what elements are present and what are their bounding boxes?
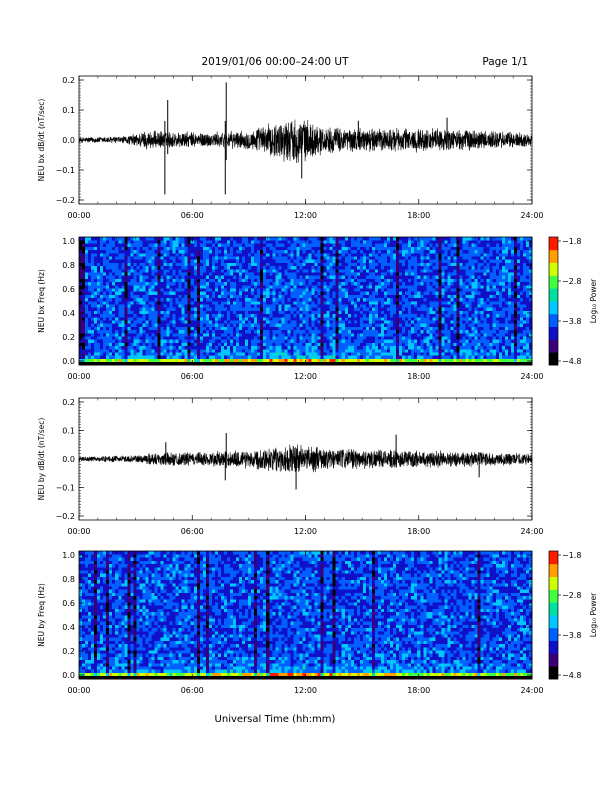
- panels: 0.2 0.1 0.0 −0.1 −0.2 00:00 06:00 12:00 18:00 24:…: [37, 75, 598, 695]
- x-tick-label: 18:00: [407, 372, 430, 381]
- colorbar-tick: −1.8: [562, 551, 581, 560]
- y-axis-label: NEU bx dB/dt (nT/sec): [37, 99, 46, 182]
- x-tick-label: 12:00: [294, 527, 317, 536]
- colorbar-tick: −2.8: [562, 277, 581, 286]
- x-tick-label: 18:00: [407, 527, 430, 536]
- y-tick-label: 0.2: [62, 333, 75, 342]
- y-tick-label: 0.6: [62, 285, 75, 294]
- x-tick-label: 00:00: [67, 527, 90, 536]
- x-axis-label: Universal Time (hh:mm): [215, 714, 336, 725]
- x-tick-label: 00:00: [67, 372, 90, 381]
- colorbar-tick: −1.8: [562, 237, 581, 246]
- y-tick-label: −0.2: [56, 196, 75, 205]
- x-tick-label: 24:00: [520, 527, 543, 536]
- colorbar-tick: −4.8: [562, 357, 581, 366]
- x-tick-label: 12:00: [294, 686, 317, 695]
- page-number: Page 1/1: [482, 56, 528, 68]
- x-tick-label: 18:00: [407, 211, 430, 220]
- y-tick-label: 0.0: [62, 357, 75, 366]
- x-tick-label: 24:00: [520, 372, 543, 381]
- y-axis-label: NEU by dB/dt (nT/sec): [37, 418, 46, 501]
- y-tick-label: −0.2: [56, 512, 75, 521]
- panel-1: 0.2 0.1 0.0 −0.1 −0.2 00:00 06:00 12:00 18:00 24:…: [37, 75, 544, 220]
- x-tick-label: 00:00: [67, 211, 90, 220]
- y-tick-label: 0.2: [62, 647, 75, 656]
- panel-4: −1.8 −2.8 −3.8 −4.8 Log₁₀ Power 1.0 0.8 0.6 0.4 0…: [37, 550, 598, 695]
- colorbar-label: Log₁₀ Power: [589, 278, 598, 323]
- y-tick-label: 0.8: [62, 261, 75, 270]
- y-tick-label: 1.0: [62, 551, 75, 560]
- colorbar-label: Log₁₀ Power: [589, 592, 598, 637]
- x-tick-label: 12:00: [294, 372, 317, 381]
- y-tick-label: 0.0: [62, 136, 75, 145]
- y-tick-label: 0.1: [62, 106, 75, 115]
- waveform-trace: [78, 444, 533, 473]
- y-tick-label: 1.0: [62, 237, 75, 246]
- y-tick-label: 0.8: [62, 575, 75, 584]
- colorbar: −1.8 −2.8 −3.8 −4.8 Log₁₀ Power: [548, 236, 598, 366]
- panel-3: 0.2 0.1 0.0 −0.1 −0.2 00:00 06:00 12:00 18:00 24:…: [37, 397, 544, 536]
- x-tick-label: 12:00: [294, 211, 317, 220]
- x-tick-label: 18:00: [407, 686, 430, 695]
- y-tick-label: −0.1: [56, 166, 75, 175]
- y-tick-label: 0.2: [62, 76, 75, 85]
- spectrogram-cells: [79, 551, 533, 680]
- x-tick-label: 06:00: [181, 686, 204, 695]
- waveform-trace: [78, 119, 533, 163]
- y-tick-label: 0.6: [62, 599, 75, 608]
- colorbar-tick: −2.8: [562, 591, 581, 600]
- y-tick-label: 0.4: [62, 309, 75, 318]
- y-tick-label: 0.0: [62, 671, 75, 680]
- y-tick-label: 0.1: [62, 427, 75, 436]
- y-axis-label: NEU bx Freq (Hz): [37, 269, 46, 333]
- y-tick-label: 0.2: [62, 398, 75, 407]
- spectrogram-cells: [79, 237, 533, 366]
- x-tick-label: 00:00: [67, 686, 90, 695]
- y-tick-label: 0.4: [62, 623, 75, 632]
- y-axis-label: NEU by Freq (Hz): [37, 583, 46, 647]
- panel-2: −1.8 −2.8 −3.8 −4.8 Log₁₀ Power 1.0 0.8 0.6 0.4 0…: [37, 236, 598, 381]
- x-tick-label: 24:00: [520, 211, 543, 220]
- y-tick-label: 0.0: [62, 455, 75, 464]
- colorbar-tick: −3.8: [562, 317, 581, 326]
- x-tick-label: 06:00: [181, 211, 204, 220]
- colorbar-tick: −3.8: [562, 631, 581, 640]
- page-title: 2019/01/06 00:00–24:00 UT: [201, 56, 349, 68]
- x-tick-label: 06:00: [181, 527, 204, 536]
- x-tick-label: 24:00: [520, 686, 543, 695]
- colorbar-tick: −4.8: [562, 671, 581, 680]
- y-tick-label: −0.1: [56, 484, 75, 493]
- x-tick-label: 06:00: [181, 372, 204, 381]
- colorbar: −1.8 −2.8 −3.8 −4.8 Log₁₀ Power: [548, 550, 598, 680]
